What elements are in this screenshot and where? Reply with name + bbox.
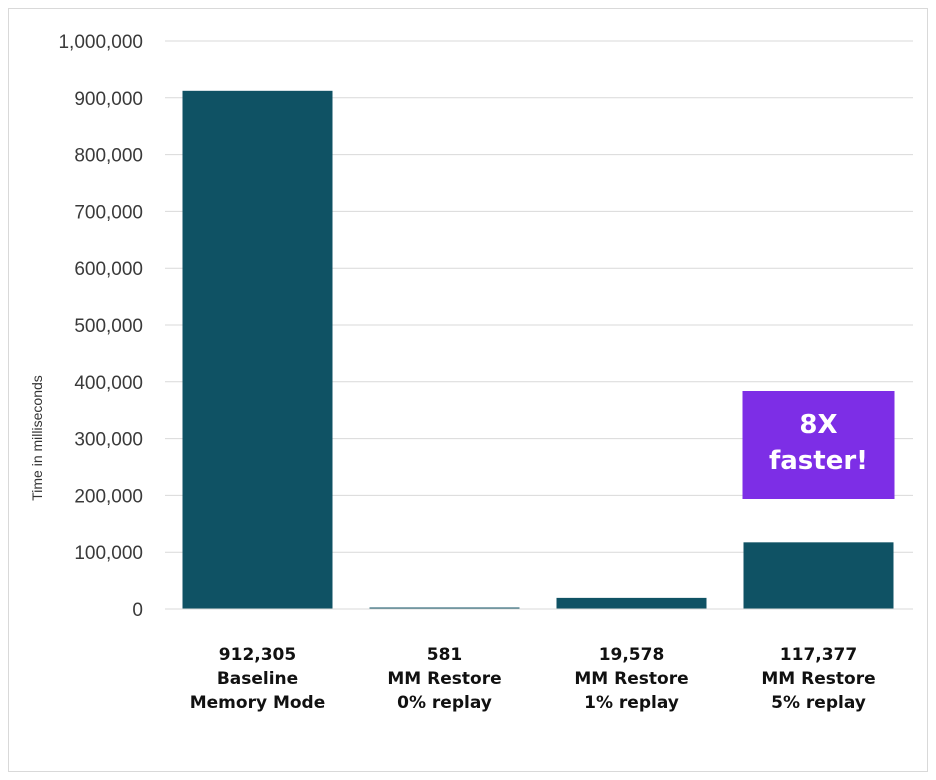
y-tick-label: 800,000 — [74, 146, 143, 167]
bar — [182, 90, 333, 609]
chart-frame — [8, 8, 928, 772]
x-category-label: 117,377 — [780, 645, 857, 665]
x-category-label: 5% replay — [771, 693, 866, 713]
y-axis-title: Time in milliseconds — [29, 375, 45, 501]
y-tick-label: 400,000 — [74, 373, 143, 394]
x-category-label: Memory Mode — [190, 693, 326, 713]
x-category-label: 912,305 — [219, 645, 296, 665]
y-tick-label: 700,000 — [74, 202, 143, 223]
x-category-label: Baseline — [217, 669, 298, 689]
y-tick-label: 900,000 — [74, 89, 143, 110]
y-tick-label: 300,000 — [74, 430, 143, 451]
x-category-label: 1% replay — [584, 693, 679, 713]
bar — [556, 597, 707, 609]
y-tick-label: 600,000 — [74, 259, 143, 280]
x-category-label: 581 — [427, 645, 463, 665]
x-category-label: MM Restore — [574, 669, 688, 689]
callout-text: 8X — [799, 410, 837, 440]
x-category-label: 19,578 — [599, 645, 665, 665]
y-tick-label: 200,000 — [74, 486, 143, 507]
x-category-label: MM Restore — [761, 669, 875, 689]
y-tick-label: 1,000,000 — [58, 32, 143, 53]
y-tick-label: 500,000 — [74, 316, 143, 337]
y-tick-label: 100,000 — [74, 543, 143, 564]
bar — [369, 607, 520, 609]
callout-text: faster! — [769, 446, 868, 476]
y-tick-label: 0 — [132, 600, 143, 621]
bar — [743, 542, 894, 609]
x-category-label: MM Restore — [387, 669, 501, 689]
callout-box — [742, 391, 895, 499]
x-category-label: 0% replay — [397, 693, 492, 713]
